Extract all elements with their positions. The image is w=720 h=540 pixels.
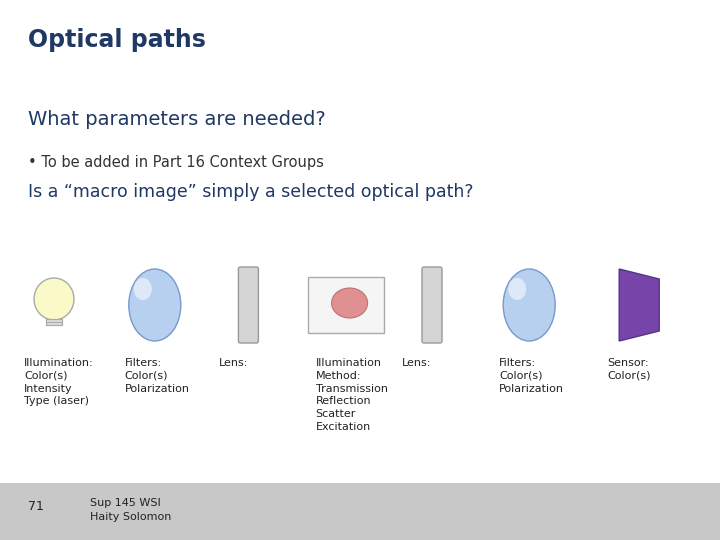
Text: Haity Solomon: Haity Solomon <box>90 512 171 522</box>
Ellipse shape <box>508 278 526 300</box>
Text: Optical paths: Optical paths <box>28 28 206 52</box>
FancyBboxPatch shape <box>238 267 258 343</box>
Bar <box>0 483 720 540</box>
Text: Filters:
Color(s)
Polarization: Filters: Color(s) Polarization <box>125 358 190 394</box>
Ellipse shape <box>503 269 555 341</box>
Text: Is a “macro image” simply a selected optical path?: Is a “macro image” simply a selected opt… <box>28 183 474 201</box>
Ellipse shape <box>134 278 152 300</box>
Text: Illumination:
Color(s)
Intensity
Type (laser): Illumination: Color(s) Intensity Type (l… <box>24 358 94 407</box>
Text: Sensor:
Color(s): Sensor: Color(s) <box>607 358 651 381</box>
Bar <box>46 319 62 325</box>
Ellipse shape <box>129 269 181 341</box>
Ellipse shape <box>34 278 74 320</box>
Bar <box>307 277 384 333</box>
Text: Illumination
Method:
Transmission
Reflection
Scatter
Excitation: Illumination Method: Transmission Reflec… <box>315 358 387 432</box>
Text: What parameters are needed?: What parameters are needed? <box>28 110 325 129</box>
Ellipse shape <box>332 288 368 318</box>
Text: Filters:
Color(s)
Polarization: Filters: Color(s) Polarization <box>499 358 564 394</box>
Text: Lens:: Lens: <box>218 358 248 368</box>
Text: Sup 145 WSI: Sup 145 WSI <box>90 498 161 508</box>
Text: Lens:: Lens: <box>402 358 431 368</box>
Text: 71: 71 <box>28 500 44 513</box>
FancyBboxPatch shape <box>422 267 442 343</box>
Text: • To be added in Part 16 Context Groups: • To be added in Part 16 Context Groups <box>28 155 324 170</box>
Polygon shape <box>619 269 660 341</box>
